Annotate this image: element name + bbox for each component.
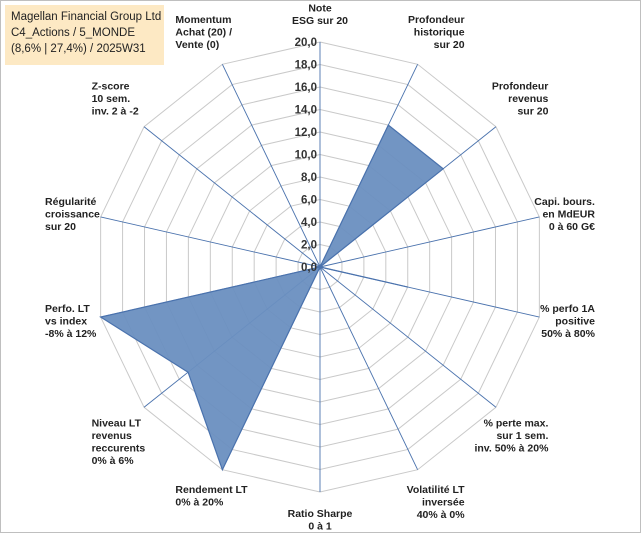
axis-spoke bbox=[143, 126, 321, 268]
tick-label: 12,0 bbox=[295, 127, 317, 139]
axis-spoke bbox=[100, 216, 321, 268]
axis-label: Capi. bours. en MdEUR 0 à 60 G€ bbox=[534, 196, 595, 233]
axis-label: Profondeur historique sur 20 bbox=[408, 14, 465, 51]
category-line: C4_Actions / 5_MONDE bbox=[11, 27, 135, 39]
axis-label: Note ESG sur 20 bbox=[292, 3, 348, 28]
axis-label: % perfo 1A positive 50% à 80% bbox=[540, 303, 595, 340]
tick-label: 4,0 bbox=[301, 217, 317, 229]
series-area bbox=[99, 124, 445, 472]
company-name: Magellan Financial Group Ltd bbox=[11, 11, 162, 23]
axis-spoke bbox=[221, 64, 321, 268]
tick-label: 6,0 bbox=[301, 195, 317, 207]
axis-spoke bbox=[319, 266, 497, 408]
tick-label: 2,0 bbox=[301, 240, 317, 252]
tick-label: 8,0 bbox=[301, 172, 317, 184]
axis-spoke bbox=[319, 216, 540, 268]
axis-label: Niveau LT revenus reccurents 0% à 6% bbox=[92, 417, 146, 467]
radar-tick-labels: 0,0 2,0 4,0 6,0 8,0 10,0 12,0 14,0 16,0 18,0 20,0 bbox=[295, 37, 317, 274]
axis-label: Perfo. LT vs index -8% à 12% bbox=[45, 303, 97, 340]
info-box: Magellan Financial Group Ltd C4_Actions … bbox=[5, 5, 164, 65]
axis-label: Z-score 10 sem. inv. 2 à -2 bbox=[92, 81, 139, 118]
axis-label: Ratio Sharpe 0 à 1 bbox=[288, 508, 353, 533]
axis-spoke bbox=[319, 266, 419, 470]
tick-label: 0,0 bbox=[301, 262, 317, 274]
radar-series bbox=[99, 124, 445, 472]
tick-label: 16,0 bbox=[295, 82, 317, 94]
axis-label: Rendement LT 0% à 20% bbox=[175, 484, 248, 509]
tick-label: 10,0 bbox=[295, 150, 317, 162]
axis-label: Régularité croissance sur 20 bbox=[45, 196, 100, 233]
axis-label: % perte max. sur 1 sem. inv. 50% à 20% bbox=[474, 417, 549, 454]
axis-label: Volatilité LT inversée 40% à 0% bbox=[407, 484, 466, 521]
tick-label: 20,0 bbox=[295, 37, 317, 49]
radar-axis-labels: Note ESG sur 20 Profondeur historique sur 20… bbox=[45, 3, 596, 533]
metrics-line: (8,6% | 27,4%) / 2025W31 bbox=[11, 43, 146, 55]
axis-label: Profondeur revenus sur 20 bbox=[492, 81, 549, 118]
axis-label: Momentum Achat (20) / Vente (0) bbox=[175, 14, 232, 51]
tick-label: 14,0 bbox=[295, 105, 317, 117]
tick-label: 18,0 bbox=[295, 60, 317, 72]
